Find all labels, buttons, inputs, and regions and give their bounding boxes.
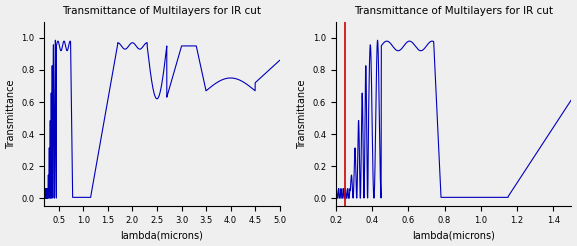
X-axis label: lambda(microns): lambda(microns) (121, 231, 203, 240)
Title: Transmittance of Multilayers for IR cut: Transmittance of Multilayers for IR cut (62, 6, 261, 15)
Y-axis label: Transmittance: Transmittance (297, 79, 308, 149)
Y-axis label: Transmittance: Transmittance (6, 79, 16, 149)
Title: Transmittance of Multilayers for IR cut: Transmittance of Multilayers for IR cut (354, 6, 553, 15)
X-axis label: lambda(microns): lambda(microns) (412, 231, 495, 240)
